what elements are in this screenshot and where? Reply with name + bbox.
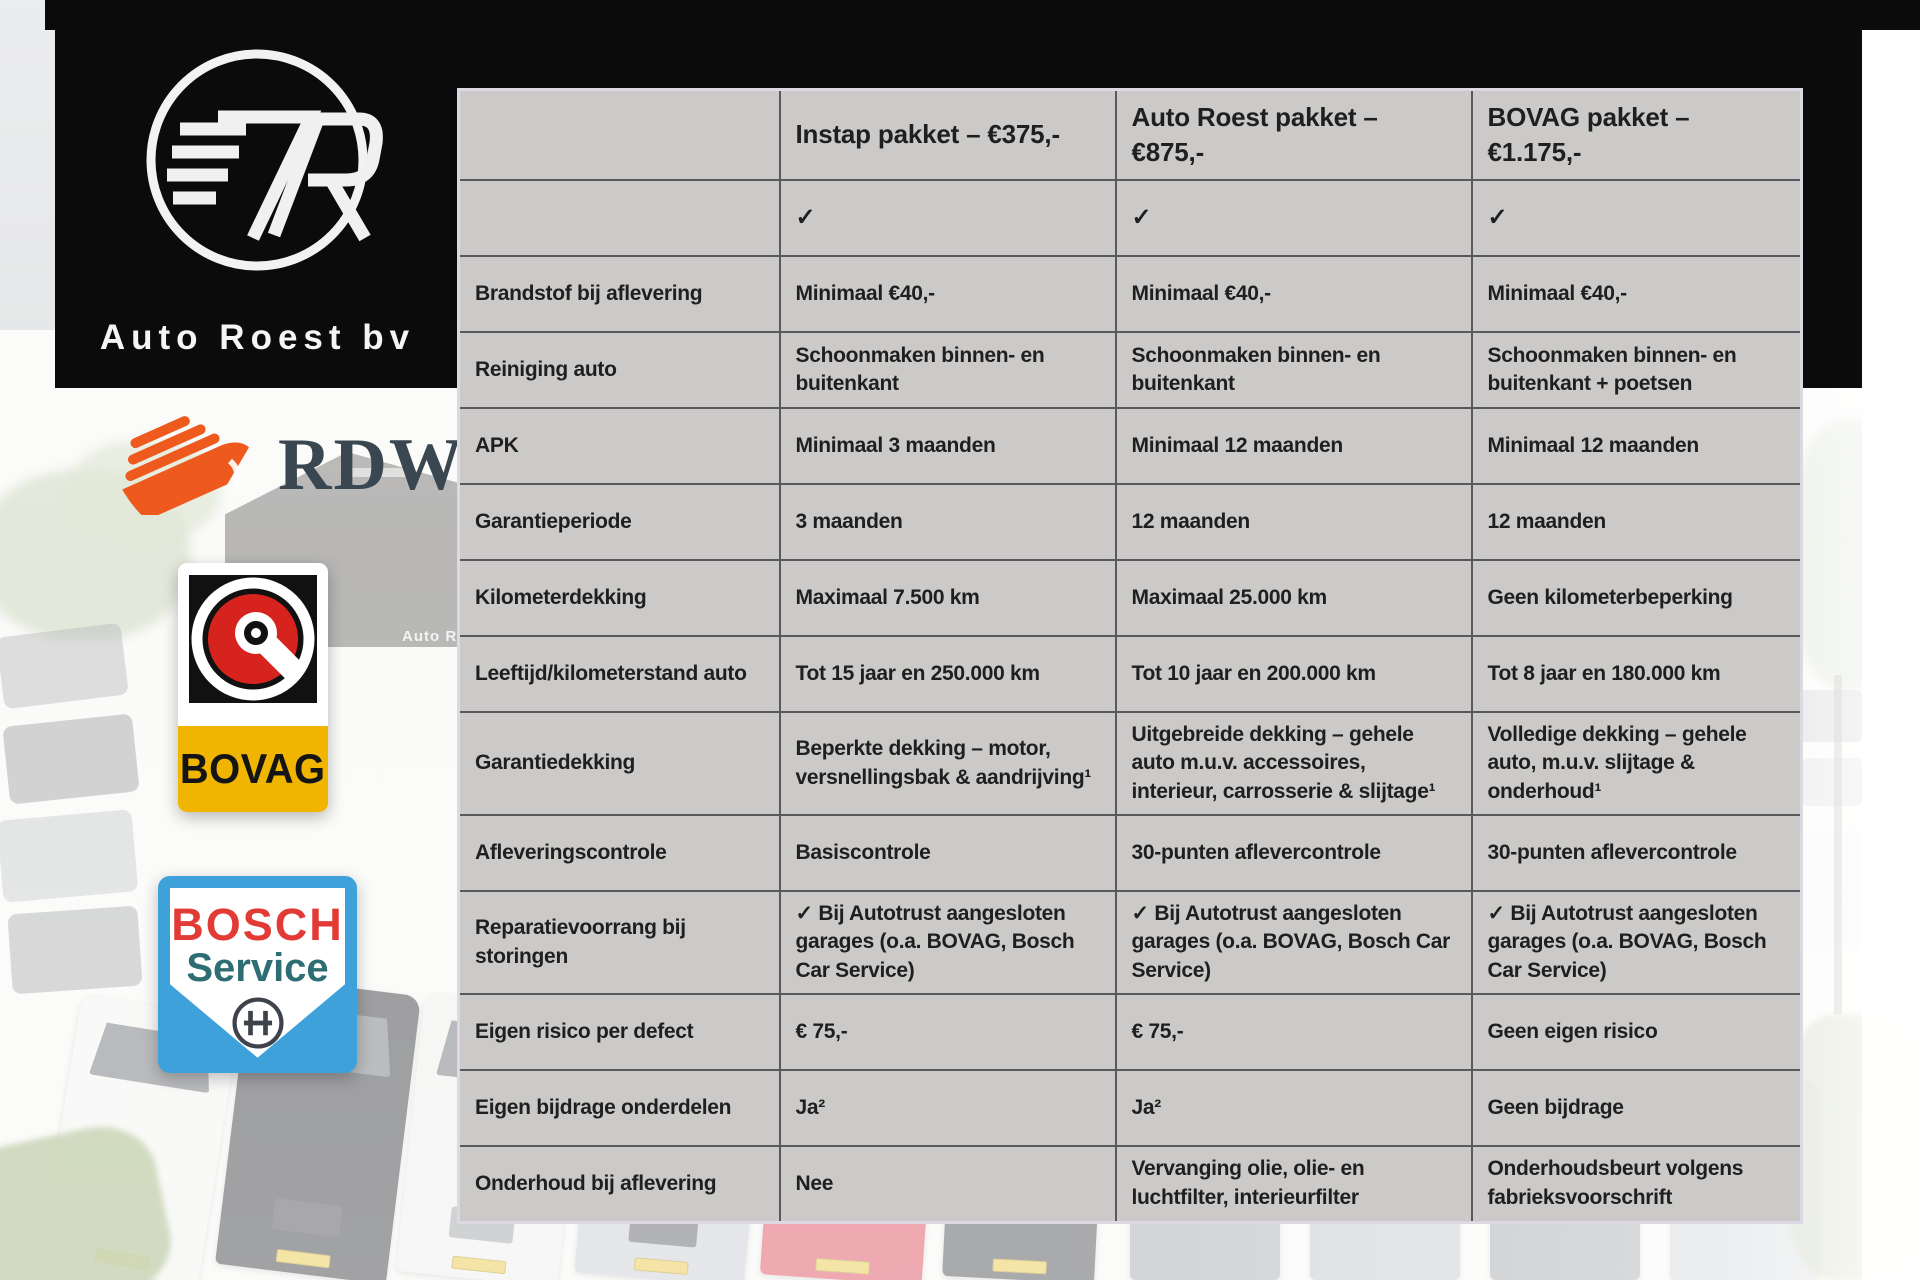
row-label: Reiniging auto bbox=[457, 331, 781, 409]
cell: ✓ Bij Autotrust aangesloten garages (o.a… bbox=[778, 890, 1117, 996]
cell: 30-punten aflevercontrole bbox=[1470, 814, 1803, 893]
package-comparison-table: Instap pakket – €375,- Auto Roest pakket … bbox=[457, 88, 1803, 1224]
row-label: APK bbox=[457, 407, 781, 485]
cell: Maximaal 7.500 km bbox=[778, 559, 1117, 637]
row-label: Brandstof bij aflevering bbox=[457, 255, 781, 333]
table-row: Garantiedekking Beperkte dekking – motor,… bbox=[457, 710, 1803, 817]
row-label: Kilometerdekking bbox=[457, 559, 781, 637]
cell: Uitgebreide dekking – gehele auto m.u.v.… bbox=[1114, 710, 1473, 817]
cell: ✓ bbox=[778, 179, 1117, 257]
right-margin bbox=[1862, 0, 1920, 1280]
cell: ✓ bbox=[1470, 179, 1803, 257]
bovag-wordmark: BOVAG bbox=[180, 745, 326, 792]
row-label bbox=[457, 179, 781, 257]
column-header: Instap pakket – €375,- bbox=[778, 88, 1117, 181]
table-row: Afleveringscontrole Basiscontrole 30-punte… bbox=[457, 814, 1803, 893]
cell: ✓ Bij Autotrust aangesloten garages (o.a… bbox=[1114, 890, 1473, 996]
cell: Ja² bbox=[778, 1069, 1117, 1148]
corner-cell bbox=[457, 88, 781, 181]
cell: Minimaal €40,- bbox=[1470, 255, 1803, 333]
cell: Minimaal €40,- bbox=[1114, 255, 1473, 333]
cell: € 75,- bbox=[1114, 993, 1473, 1072]
cell: Tot 15 jaar en 250.000 km bbox=[778, 635, 1117, 713]
bovag-logo: BOVAG bbox=[178, 563, 328, 812]
cell: Tot 10 jaar en 200.000 km bbox=[1114, 635, 1473, 713]
table-row: Onderhoud bij aflevering Nee Vervanging ol… bbox=[457, 1145, 1803, 1224]
cell: Schoonmaken binnen- en buitenkant + poet… bbox=[1470, 331, 1803, 409]
cell: 3 maanden bbox=[778, 483, 1117, 561]
cell: Minimaal €40,- bbox=[778, 255, 1117, 333]
table-row: Eigen bijdrage onderdelen Ja² Ja² Geen bijd… bbox=[457, 1069, 1803, 1148]
cell: Minimaal 12 maanden bbox=[1114, 407, 1473, 485]
bovag-wheel-icon bbox=[189, 575, 317, 703]
bosch-wordmark: BOSCH bbox=[171, 899, 344, 950]
row-label: Eigen risico per defect bbox=[457, 993, 781, 1072]
cell: Vervanging olie, olie- en luchtfilter, i… bbox=[1114, 1145, 1473, 1224]
cell: Nee bbox=[778, 1145, 1117, 1224]
table-row: Garantieperiode 3 maanden 12 maanden 12 maa… bbox=[457, 483, 1803, 561]
cell: € 75,- bbox=[778, 993, 1117, 1072]
cell: Maximaal 25.000 km bbox=[1114, 559, 1473, 637]
brand-name: Auto Roest bv bbox=[99, 318, 416, 357]
table-row: Leeftijd/kilometerstand auto Tot 15 jaar … bbox=[457, 635, 1803, 713]
rdw-logo: RDW bbox=[112, 415, 465, 515]
bosch-service-logo: BOSCH Service bbox=[158, 876, 357, 1073]
bosch-service-text: Service bbox=[186, 946, 329, 990]
cell: ✓ Bij Autotrust aangesloten garages (o.a… bbox=[1470, 890, 1803, 996]
cell: Onderhoudsbeurt volgens fabrieksvoorschr… bbox=[1470, 1145, 1803, 1224]
cell: Volledige dekking – gehele auto, m.u.v. … bbox=[1470, 710, 1803, 817]
row-label: Garantiedekking bbox=[457, 710, 781, 817]
table-row: Eigen risico per defect € 75,- € 75,- Geen … bbox=[457, 993, 1803, 1072]
row-label: Onderhoud bij aflevering bbox=[457, 1145, 781, 1224]
column-header: BOVAG pakket – €1.175,- bbox=[1470, 88, 1803, 181]
cell: ✓ bbox=[1114, 179, 1473, 257]
rdw-falcon-icon bbox=[122, 416, 250, 515]
cell: 12 maanden bbox=[1114, 483, 1473, 561]
table-row: Brandstof bij aflevering Minimaal €40,- Mi… bbox=[457, 255, 1803, 333]
table-row: ✓ ✓ ✓ bbox=[457, 179, 1803, 257]
table-row: Reiniging auto Schoonmaken binnen- en bui… bbox=[457, 331, 1803, 409]
bovag-wordmark-band: BOVAG bbox=[178, 726, 328, 812]
row-label: Leeftijd/kilometerstand auto bbox=[457, 635, 781, 713]
cell: Tot 8 jaar en 180.000 km bbox=[1470, 635, 1803, 713]
cell: 12 maanden bbox=[1470, 483, 1803, 561]
row-label: Garantieperiode bbox=[457, 483, 781, 561]
table-row: Reparatievoorrang bij storingen ✓ Bij Aut… bbox=[457, 890, 1803, 996]
cell: Geen eigen risico bbox=[1470, 993, 1803, 1072]
cell: Minimaal 12 maanden bbox=[1470, 407, 1803, 485]
rdw-wordmark: RDW bbox=[278, 424, 465, 506]
cell: Schoonmaken binnen- en buitenkant bbox=[1114, 331, 1473, 409]
cell: Geen kilometerbeperking bbox=[1470, 559, 1803, 637]
cell: Geen bijdrage bbox=[1470, 1069, 1803, 1148]
cell: Schoonmaken binnen- en buitenkant bbox=[778, 331, 1117, 409]
cell: Basiscontrole bbox=[778, 814, 1117, 893]
row-label: Eigen bijdrage onderdelen bbox=[457, 1069, 781, 1148]
table-row: Kilometerdekking Maximaal 7.500 km Maximaa… bbox=[457, 559, 1803, 637]
row-label: Reparatievoorrang bij storingen bbox=[457, 890, 781, 996]
bosch-armature-icon bbox=[231, 997, 284, 1049]
row-label: Afleveringscontrole bbox=[457, 814, 781, 893]
header-row: Instap pakket – €375,- Auto Roest pakket … bbox=[457, 88, 1803, 181]
cell: Ja² bbox=[1114, 1069, 1473, 1148]
cell: Minimaal 3 maanden bbox=[778, 407, 1117, 485]
cell: Beperkte dekking – motor, versnellingsba… bbox=[778, 710, 1117, 817]
column-header: Auto Roest pakket – €875,- bbox=[1114, 88, 1473, 181]
table-row: APK Minimaal 3 maanden Minimaal 12 maanden… bbox=[457, 407, 1803, 485]
bosch-shield: BOSCH Service bbox=[170, 888, 345, 1058]
cell: 30-punten aflevercontrole bbox=[1114, 814, 1473, 893]
auto-roest-logo-icon bbox=[146, 49, 383, 271]
